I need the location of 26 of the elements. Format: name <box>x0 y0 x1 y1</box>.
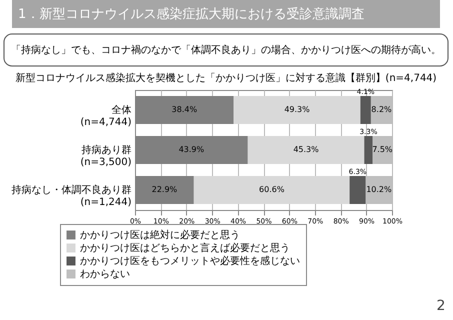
text: 「持病なし」でも、コロナ禍のなかで「体調不良あり」の場合、かかりつけ医への期待が高い。 <box>11 44 441 56</box>
data-label: 45.3% <box>293 145 320 154</box>
legend-label: かかりつけ医はどちらかと言えば必要だと思う <box>80 242 290 254</box>
data-label: 8.2% <box>371 105 392 114</box>
bar <box>234 96 360 124</box>
data-label: 10.2% <box>366 185 392 194</box>
y-tick-label: 持病なし・体調不良あり群 (n=1,244) <box>12 184 132 208</box>
legend-label: かかりつけ医をもつメリットや必要性を感じない <box>80 255 300 267</box>
y-tick-label: 全体 (n=4,744) <box>80 104 132 128</box>
bar <box>350 176 366 204</box>
bar <box>360 96 371 124</box>
data-label: 49.3% <box>284 105 310 114</box>
legend-label: かかりつけ医は絶対に必要だと思う <box>80 229 240 241</box>
data-label: 60.6% <box>259 185 285 194</box>
bar <box>364 136 373 164</box>
y-tick-label: 持病あり群 (n=3,500) <box>80 144 132 168</box>
data-label: 38.4% <box>172 105 198 114</box>
text: 2 <box>436 298 446 314</box>
data-label: 43.9% <box>178 145 205 154</box>
data-label: 22.9% <box>152 185 178 194</box>
bar <box>248 136 364 164</box>
data-label: 7.5% <box>372 145 393 154</box>
bar <box>194 176 350 204</box>
text: 1．新型コロナウイルス感染症拡大期における受診意識調査 <box>18 7 364 22</box>
legend-label: わからない <box>80 269 130 280</box>
chart-title: 新型コロナウイルス感染拡大を契機とした「かかりつけ医」に対する意識【群別】(n=4,744) <box>15 72 437 84</box>
